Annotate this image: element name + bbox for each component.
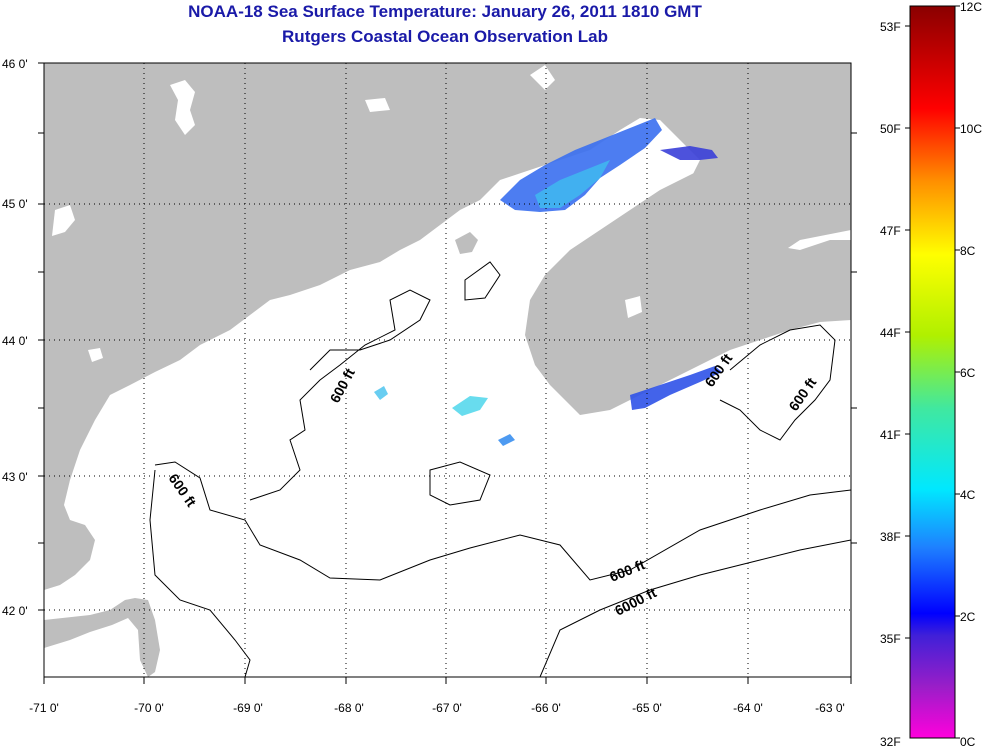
- land-island: [455, 232, 478, 254]
- contour-shoal: [464, 261, 501, 301]
- colorbar-label-f: 44F: [880, 326, 901, 340]
- lon-label: -63 0': [815, 701, 845, 715]
- colorbar-label-f: 35F: [880, 632, 901, 646]
- colorbar: [909, 5, 956, 739]
- lat-label: 42 0': [2, 604, 28, 618]
- lon-label: -71 0': [29, 701, 59, 715]
- contour-600ft-gulf: [154, 461, 851, 581]
- lon-label: -68 0': [334, 701, 364, 715]
- lat-label: 43 0': [2, 470, 28, 484]
- bathymetry-contours: [149, 261, 851, 677]
- sst-patch-cyan: [452, 396, 488, 416]
- contour-6000ft: [539, 539, 851, 677]
- lat-label: 44 0': [2, 334, 28, 348]
- contour-georges: [429, 461, 491, 506]
- lat-label: 45 0': [2, 197, 28, 211]
- lake: [52, 205, 75, 236]
- colorbar-label-c: 0C: [960, 735, 976, 749]
- colorbar-label-f: 32F: [880, 735, 901, 749]
- lon-label: -69 0': [233, 701, 263, 715]
- axis-ticks: [38, 62, 857, 684]
- sst-patch-nova-scotia-shelf: [630, 366, 722, 410]
- colorbar-label-c: 4C: [960, 488, 976, 502]
- map-subtitle: Rutgers Coastal Ocean Observation Lab: [282, 27, 608, 46]
- contour-600ft-inner: [249, 289, 431, 501]
- colorbar-label-f: 38F: [880, 530, 901, 544]
- land-new-england: [44, 63, 851, 590]
- contour-600ft-west: [149, 469, 251, 677]
- colorbar-label-c: 8C: [960, 244, 976, 258]
- lake: [170, 80, 195, 135]
- colorbar-label-f: 50F: [880, 122, 901, 136]
- lon-label: -64 0': [733, 701, 763, 715]
- colorbar-label-c: 6C: [960, 366, 976, 380]
- lon-label: -66 0': [531, 701, 561, 715]
- colorbar-label-f: 47F: [880, 224, 901, 238]
- colorbar-label-f: 41F: [880, 428, 901, 442]
- land-nova-scotia: [525, 153, 851, 415]
- contour-600ft-east: [719, 324, 836, 441]
- land-cape-cod: [44, 598, 160, 677]
- lat-label: 46 0': [2, 57, 28, 71]
- colorbar-label-c: 12C: [960, 0, 982, 14]
- sst-patch-cyan: [374, 386, 388, 400]
- map-frame: [43, 62, 852, 678]
- sst-patch-blue: [498, 434, 515, 446]
- lake: [88, 348, 103, 362]
- colorbar-label-c: 2C: [960, 610, 976, 624]
- map-title: NOAA-18 Sea Surface Temperature: January…: [188, 2, 702, 21]
- lake: [365, 98, 390, 112]
- sst-patch-minas: [660, 146, 718, 160]
- colorbar-label-f: 53F: [880, 20, 901, 34]
- sst-patch-bay-of-fundy-cyan: [535, 160, 610, 208]
- colorbar-label-c: 10C: [960, 122, 982, 136]
- colorbar-ticks: [905, 5, 960, 739]
- lake: [530, 65, 555, 90]
- lon-label: -65 0': [632, 701, 662, 715]
- lon-label: -67 0': [432, 701, 462, 715]
- sst-patch-bay-of-fundy: [500, 118, 662, 212]
- lon-label: -70 0': [134, 701, 164, 715]
- lake: [625, 296, 642, 318]
